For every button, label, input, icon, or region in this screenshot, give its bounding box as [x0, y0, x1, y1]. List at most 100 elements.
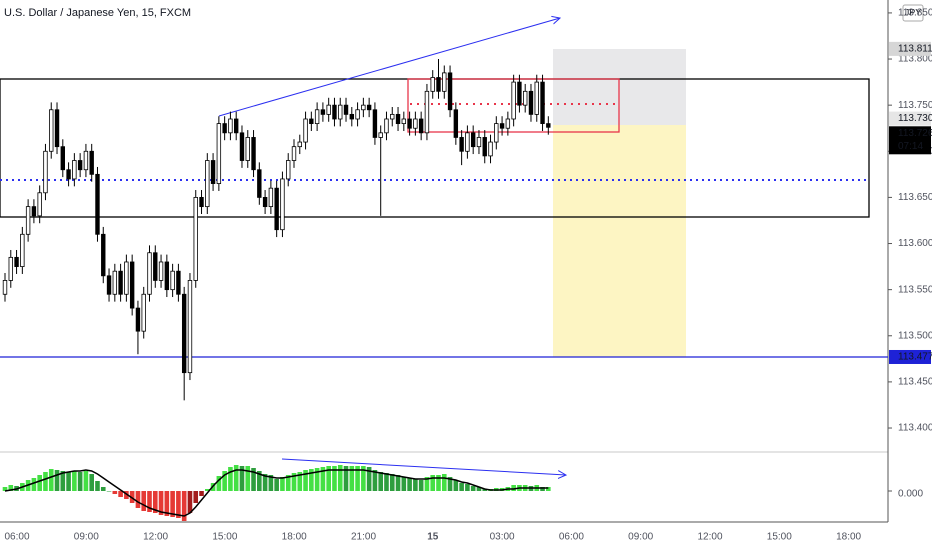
macd-bar [453, 480, 459, 491]
y-tick-label: 113.550 [898, 284, 932, 295]
candle-body [291, 146, 297, 161]
macd-bar [222, 471, 227, 491]
macd-bar [129, 491, 135, 503]
candle-body [112, 270, 118, 295]
macd-bar [72, 471, 77, 491]
candle-body [482, 137, 487, 157]
macd-bar [135, 491, 141, 508]
macd-bar [8, 485, 14, 491]
candle-body [153, 252, 158, 281]
macd-bar [83, 471, 89, 491]
macd-bar [181, 491, 187, 521]
macd-bar [366, 467, 372, 491]
candle-body [436, 77, 441, 92]
macd-bar [141, 491, 147, 511]
candle-body [37, 192, 42, 217]
macd-bar [100, 487, 106, 491]
x-tick-label: 09:00 [628, 532, 653, 543]
candle-body [297, 141, 302, 148]
macd-bar [320, 467, 326, 491]
candle-body [89, 150, 94, 175]
candle-body [187, 280, 193, 374]
macd-bar [31, 478, 37, 491]
candle-body [106, 275, 112, 295]
x-tick-label: 21:00 [351, 532, 376, 543]
macd-bar [303, 470, 308, 491]
candle-body [251, 137, 256, 171]
currency-label: JPY [905, 7, 922, 17]
macd-bar [187, 491, 193, 513]
candle-body [407, 118, 412, 129]
candle-body [459, 137, 464, 152]
candle-body [20, 233, 25, 267]
price-label: 113.726 [898, 128, 932, 139]
candle-body [193, 197, 198, 281]
candle-body [66, 169, 71, 180]
candle-body [349, 113, 354, 120]
macd-line [4, 469, 549, 517]
macd-bar [361, 466, 366, 491]
candle-body [210, 160, 216, 184]
macd-bar [216, 476, 222, 491]
macd-bar [407, 478, 412, 491]
price-label: 113.477 [898, 352, 932, 363]
candle-body [181, 293, 187, 374]
macd-bar [395, 475, 401, 491]
candle-body [447, 72, 453, 111]
macd-bar [441, 474, 447, 491]
macd-bar [152, 491, 158, 513]
candle-body [147, 252, 152, 295]
macd-bar [291, 473, 297, 491]
candle-body [534, 81, 539, 115]
macd-bar [378, 472, 383, 491]
macd-bar [257, 471, 262, 491]
price-label-box [889, 111, 931, 126]
candle-body [517, 81, 522, 106]
candle-body [129, 261, 135, 309]
macd-bar [309, 469, 314, 491]
y-tick-label: 113.650 [898, 192, 932, 203]
candle-body [8, 256, 13, 281]
macd-bar [199, 491, 204, 496]
x-tick-label: 15:00 [212, 532, 237, 543]
candle-body [222, 123, 227, 134]
candle-body [141, 293, 146, 332]
macd-bar [37, 475, 42, 491]
candle-body [309, 118, 314, 125]
x-tick-label: 09:00 [74, 532, 99, 543]
candle-body [470, 132, 476, 148]
candle-body [361, 104, 366, 111]
y-tick-label: 113.750 [898, 100, 932, 111]
macd-bar [268, 475, 274, 491]
candle-body [25, 206, 31, 235]
candle-body [338, 104, 343, 120]
candle-body [343, 104, 349, 115]
candle-body [239, 132, 245, 161]
macd-bar [228, 467, 233, 491]
x-tick-label: 06:00 [4, 532, 29, 543]
candle-body [320, 109, 326, 115]
macd-bar [401, 477, 407, 491]
y-tick-label: 113.600 [898, 238, 932, 249]
candle-body [372, 109, 378, 138]
macd-bar [546, 487, 551, 491]
macd-bar [251, 468, 256, 491]
candle-body [233, 118, 239, 134]
macd-bar [384, 473, 389, 491]
macd-bar [465, 484, 470, 491]
candle-body [401, 118, 407, 125]
candle-body [314, 109, 320, 125]
candle-body [453, 109, 459, 138]
macd-bar [262, 474, 268, 491]
candle-body [164, 261, 170, 291]
candle-body [303, 118, 308, 143]
candle-body [205, 160, 210, 208]
macd-bar [60, 471, 66, 491]
candle-body [176, 270, 181, 295]
macd-bar [511, 485, 516, 491]
candle-body [257, 169, 262, 198]
candle-body [158, 261, 164, 281]
candle-body [280, 178, 285, 231]
currency-badge[interactable] [902, 4, 924, 22]
